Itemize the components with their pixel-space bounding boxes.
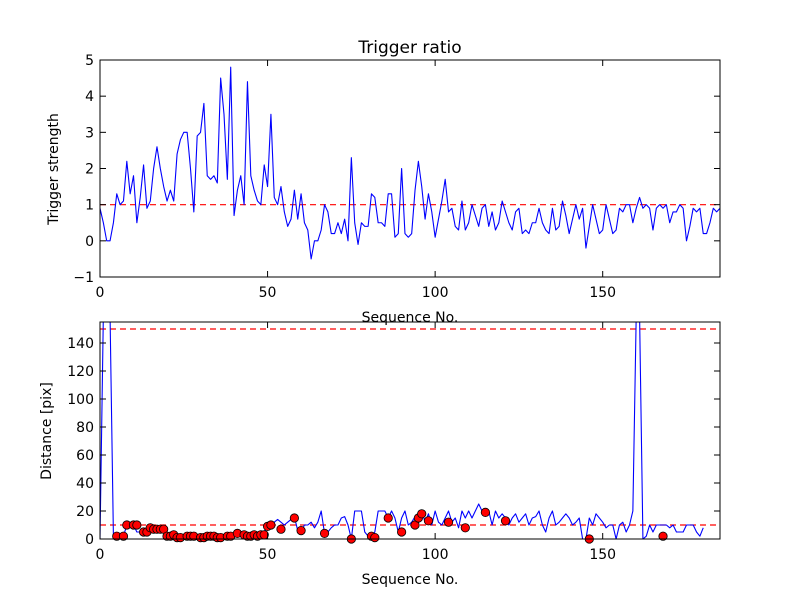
y-tick-label: 100 [67,392,94,408]
data-marker [296,525,306,536]
y-tick-label: 3 [85,125,94,141]
data-marker [266,520,276,530]
x-axis-label: Sequence No. [362,572,459,588]
x-tick-label: 0 [96,547,105,563]
data-marker [500,516,511,526]
y-tick-label: 0 [85,234,94,250]
y-axis-label: Distance [pix] [39,382,55,480]
data-marker [370,532,380,543]
data-marker [289,513,299,523]
x-tick-label: 50 [259,547,277,563]
y-tick-label: 140 [67,336,94,352]
y-tick-label: 80 [76,420,94,436]
data-marker [397,527,407,537]
y-tick-label: 2 [85,162,94,178]
y-tick-label: 60 [76,448,94,464]
x-axis-label: Sequence No. [362,310,459,326]
chart-title: Trigger ratio [357,38,461,58]
x-tick-label: 50 [259,285,277,301]
y-axis-label: Trigger strength [46,113,62,226]
x-tick-label: 150 [589,547,616,563]
data-marker [417,509,427,519]
y-tick-label: −1 [73,270,94,286]
data-marker [118,531,129,541]
data-marker [658,531,668,541]
data-marker [276,524,286,534]
y-tick-label: 0 [85,532,94,548]
y-tick-label: 40 [76,476,94,492]
x-tick-label: 100 [422,285,449,301]
data-marker [383,513,393,523]
y-tick-label: 1 [85,198,94,214]
data-marker [132,520,142,530]
series-line [100,66,720,260]
data-marker [460,523,470,533]
x-tick-label: 100 [422,547,449,563]
y-tick-label: 20 [76,504,94,520]
data-marker [443,517,454,527]
axes-frame [99,321,721,540]
data-marker [480,507,491,518]
x-tick-label: 150 [589,285,616,301]
y-tick-label: 5 [85,53,94,69]
y-tick-label: 4 [85,89,94,105]
y-tick-label: 120 [67,364,94,380]
x-tick-label: 0 [96,285,105,301]
data-marker [319,528,330,539]
plot-area: 0 50 100 150 0 20 40 60 80 100 120 140 [67,321,721,563]
data-marker [423,516,434,526]
plot-content [100,66,720,260]
distance-chart: 0 50 100 150 0 20 40 60 80 100 120 140 Sequence No.… [39,321,721,588]
